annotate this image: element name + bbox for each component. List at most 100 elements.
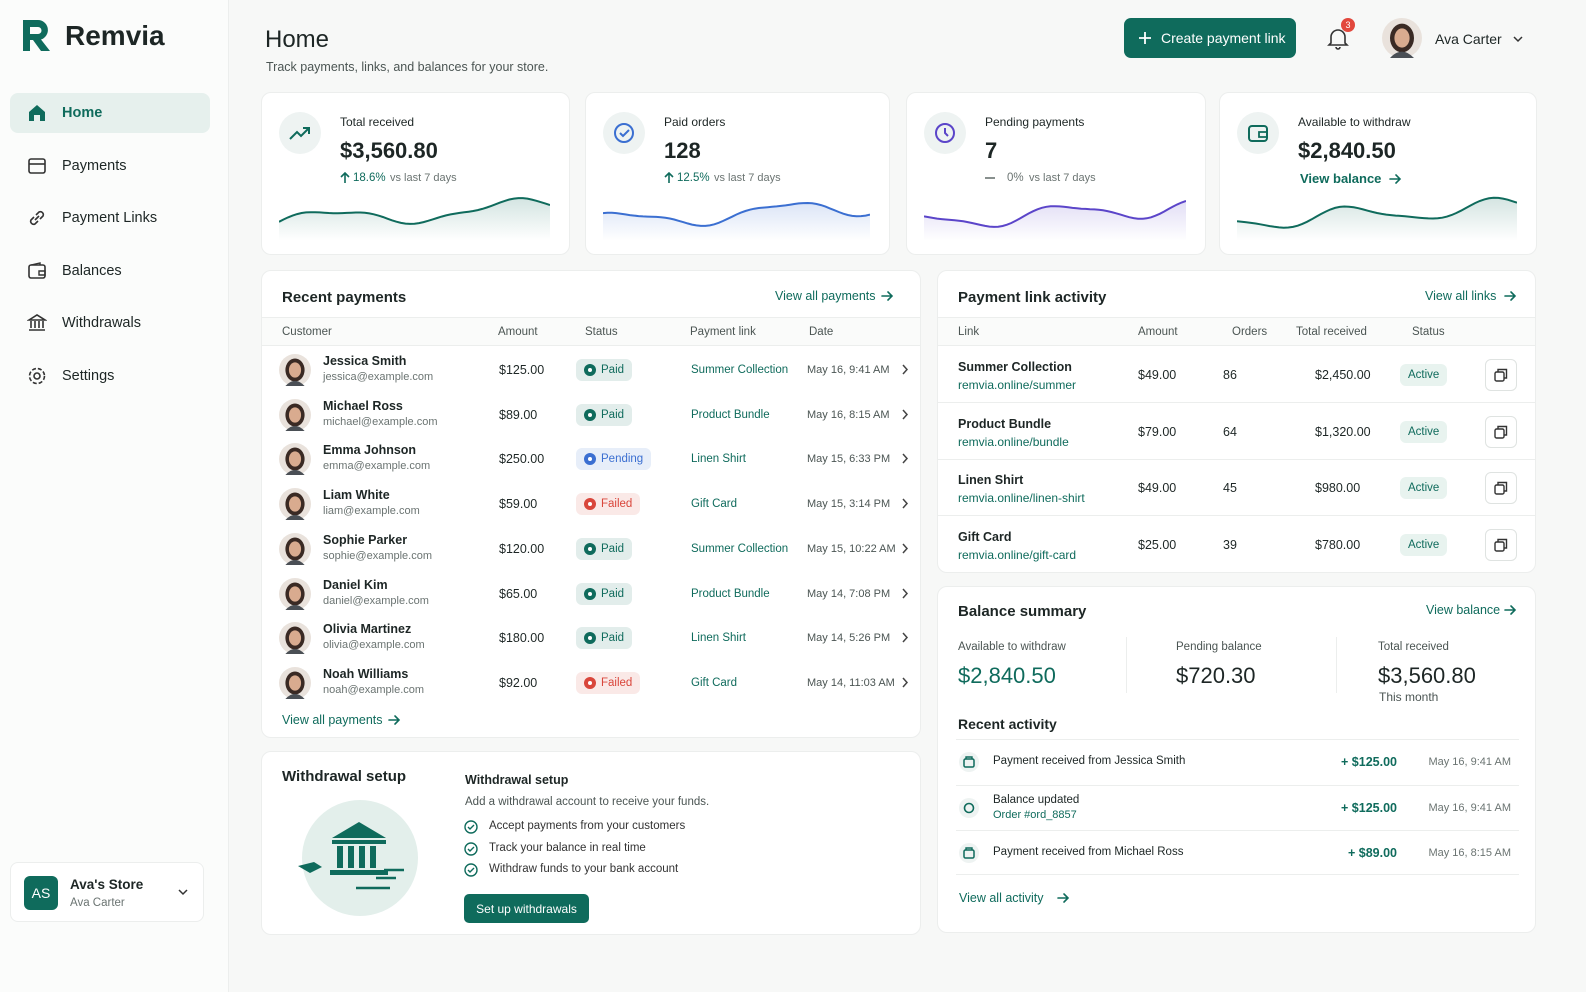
date: May 14, 5:26 PM	[807, 632, 891, 645]
icon-part	[279, 197, 550, 225]
nav-item[interactable]: Settings	[10, 356, 210, 396]
nav-icon	[28, 157, 46, 174]
date: May 16, 9:41 AM	[807, 364, 890, 376]
copy-button[interactable]	[1485, 528, 1517, 561]
icon-part	[588, 457, 592, 462]
recent-payments-card: Recent payments View all payments Customer…	[261, 270, 921, 738]
customer-name: Emma Johnson	[323, 443, 417, 458]
icon-part	[614, 123, 634, 143]
card-link[interactable]: View all links	[1425, 289, 1497, 303]
link-url[interactable]: remvia.online/gift-card	[958, 547, 1077, 562]
nav-item[interactable]: Payments	[10, 146, 210, 186]
payment-link: Product Bundle	[691, 587, 770, 600]
column-header: Orders	[1232, 326, 1268, 338]
avatar	[279, 398, 311, 431]
avatar	[279, 443, 311, 476]
card-link[interactable]: View all payments	[775, 289, 876, 303]
icon-part	[1497, 481, 1508, 492]
payment-row[interactable]: Michael Ross michael@example.com $89.00 Pai…	[262, 393, 920, 437]
amount: $59.00	[499, 497, 538, 512]
setup-point: Accept payments from your customers	[489, 820, 686, 832]
stat-link[interactable]: View balance	[1300, 171, 1382, 186]
copy-icon	[1494, 368, 1508, 382]
icon-part	[27, 314, 47, 332]
payment-row[interactable]: Olivia Martinez olivia@example.com $180.00…	[262, 616, 920, 660]
icon-part	[464, 820, 478, 834]
activity-sub[interactable]: Order #ord_8857	[993, 808, 1077, 821]
user-name[interactable]: Ava Carter	[1435, 31, 1502, 47]
status-icon	[584, 632, 596, 645]
amount: $49.00	[1138, 368, 1177, 382]
status-icon	[584, 408, 596, 421]
footer-link[interactable]: View all payments	[282, 713, 383, 727]
icon-part	[603, 203, 870, 241]
check-icon	[464, 820, 478, 834]
payment-row[interactable]: Noah Williams noah@example.com $92.00 Faile…	[262, 661, 920, 705]
bank-illustration	[298, 800, 418, 916]
create-payment-link-button[interactable]: Create payment link	[1124, 18, 1296, 58]
notifications[interactable]: 3	[1324, 18, 1355, 52]
status-icon	[584, 587, 596, 600]
payment-row[interactable]: Jessica Smith jessica@example.com $125.00 P…	[262, 348, 920, 392]
icon-part	[1494, 371, 1505, 382]
setup-point: Withdraw funds to your bank account	[489, 863, 679, 875]
store-switcher[interactable]: AS Ava's Store Ava Carter	[10, 862, 204, 922]
icon-part	[902, 364, 909, 375]
copy-button[interactable]	[1485, 415, 1517, 448]
payment-row[interactable]: Sophie Parker sophie@example.com $120.00 Pa…	[262, 527, 920, 571]
icon-part	[588, 368, 592, 372]
store-initials: AS	[24, 876, 58, 910]
page-title: Home	[265, 26, 330, 53]
link-url[interactable]: remvia.online/bundle	[958, 434, 1069, 449]
icon-part	[1390, 51, 1414, 58]
balance-label: Available to withdraw	[958, 641, 1066, 653]
activity-amount: + $89.00	[1347, 846, 1397, 860]
customer-email: sophie@example.com	[323, 549, 432, 562]
arrow-icon	[881, 291, 894, 301]
icon-part	[588, 591, 592, 596]
customer-email: emma@example.com	[323, 460, 431, 473]
chevron-right	[902, 453, 909, 464]
chevron-right	[902, 677, 909, 688]
column-header: Link	[958, 326, 980, 338]
nav-item[interactable]: Home	[10, 93, 210, 133]
stat-change: 12.5%	[677, 172, 710, 184]
stat-label: Pending payments	[985, 115, 1085, 129]
icon-part	[924, 201, 1186, 241]
link-url[interactable]: remvia.online/summer	[958, 378, 1077, 392]
sidebar: Remvia Home Payments Payment Links Balances W…	[0, 0, 229, 992]
icon-part	[1494, 484, 1505, 495]
customer-name: Michael Ross	[323, 398, 403, 413]
status-label: Pending	[601, 453, 644, 466]
page-subtitle: Track payments, links, and balances for …	[266, 60, 549, 74]
link-row: Gift Card remvia.online/gift-card $25.00 39…	[938, 517, 1535, 573]
stat-label: Total received	[340, 115, 415, 129]
payment-link: Gift Card	[691, 676, 738, 689]
icon-part	[603, 112, 645, 154]
date: May 14, 11:03 AM	[807, 676, 895, 689]
nav-item[interactable]: Balances	[10, 251, 210, 291]
icon-part	[603, 201, 870, 227]
card-link[interactable]: View balance	[1426, 603, 1501, 617]
activity-date: May 16, 8:15 AM	[1428, 847, 1511, 859]
setup-withdrawals-button[interactable]: Set up withdrawals	[464, 894, 589, 923]
link-url[interactable]: remvia.online/linen-shirt	[958, 491, 1085, 505]
nav-label: Withdrawals	[62, 315, 141, 332]
chevron-down	[178, 889, 188, 896]
copy-button[interactable]	[1485, 472, 1517, 504]
notification-badge: 3	[1341, 18, 1355, 32]
payment-row[interactable]: Liam White liam@example.com $59.00 Failed Gi…	[262, 482, 920, 526]
button-label: Create payment link	[1161, 30, 1286, 46]
footer-link[interactable]: View all activity	[959, 891, 1044, 905]
status-pill: Failed	[576, 493, 641, 516]
payment-row[interactable]: Daniel Kim daniel@example.com $65.00 Paid Pr…	[262, 572, 920, 616]
status-label: Failed	[601, 498, 633, 511]
icon-part	[30, 261, 41, 266]
nav-item[interactable]: Payment Links	[10, 198, 210, 238]
nav-item[interactable]: Withdrawals	[10, 303, 210, 343]
copy-button[interactable]	[1485, 359, 1517, 391]
icon-part	[959, 843, 979, 863]
payment-row[interactable]: Emma Johnson emma@example.com $250.00 Pendi…	[262, 437, 920, 481]
icon-part	[285, 604, 305, 610]
customer-name: Sophie Parker	[323, 532, 408, 547]
